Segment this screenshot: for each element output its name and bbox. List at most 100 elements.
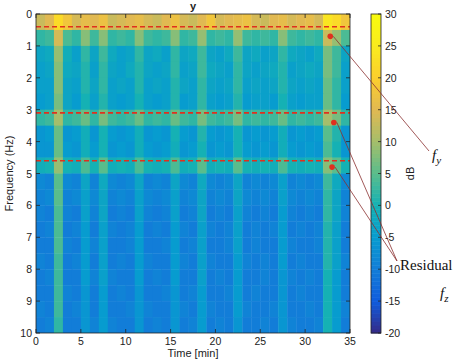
heat-cell bbox=[314, 142, 323, 158]
heat-cell bbox=[171, 46, 180, 62]
heat-cell bbox=[233, 317, 242, 333]
heat-cell bbox=[287, 253, 296, 269]
heat-cell bbox=[305, 317, 314, 333]
heat-cell bbox=[233, 94, 242, 110]
heat-cell bbox=[197, 269, 206, 285]
y-tick-right bbox=[346, 205, 350, 206]
heat-cell bbox=[126, 94, 135, 110]
heat-cell bbox=[108, 237, 117, 253]
heat-cell bbox=[180, 253, 189, 269]
heat-cell bbox=[260, 237, 269, 253]
colorbar-segment bbox=[371, 170, 381, 174]
heat-cell bbox=[63, 237, 72, 253]
heat-cell bbox=[251, 14, 260, 30]
colorbar-segment bbox=[371, 162, 381, 166]
heat-cell bbox=[314, 221, 323, 237]
heat-cell bbox=[314, 285, 323, 301]
heat-cell bbox=[189, 301, 198, 317]
heat-cell bbox=[153, 174, 162, 190]
heat-cell bbox=[314, 174, 323, 190]
heat-cell bbox=[144, 253, 153, 269]
heat-cell bbox=[314, 189, 323, 205]
heat-cell bbox=[278, 174, 287, 190]
heat-cell bbox=[90, 30, 99, 46]
heat-cell bbox=[189, 94, 198, 110]
heat-cell bbox=[332, 14, 341, 30]
heat-cell bbox=[314, 205, 323, 221]
heat-cell bbox=[341, 14, 350, 30]
heat-cell bbox=[242, 301, 251, 317]
heat-cell bbox=[287, 30, 296, 46]
colorbar-segment bbox=[371, 213, 381, 217]
heat-cell bbox=[287, 174, 296, 190]
y-tick bbox=[36, 173, 40, 174]
heat-cell bbox=[260, 14, 269, 30]
heat-cell bbox=[180, 269, 189, 285]
heat-cell bbox=[117, 317, 126, 333]
heat-cell bbox=[224, 317, 233, 333]
heat-cell bbox=[332, 237, 341, 253]
heat-cell bbox=[81, 94, 90, 110]
colorbar-tick bbox=[378, 205, 381, 206]
x-tick-top bbox=[80, 14, 81, 18]
heat-cell bbox=[269, 301, 278, 317]
x-tick-top bbox=[170, 14, 171, 18]
title: y bbox=[190, 0, 197, 12]
heat-cell bbox=[296, 189, 305, 205]
colorbar-tick-label: 20 bbox=[385, 72, 397, 84]
colorbar-segment bbox=[371, 50, 381, 54]
colorbar-segment bbox=[371, 130, 381, 134]
heat-cell bbox=[305, 94, 314, 110]
heat-cell bbox=[126, 269, 135, 285]
heat-cell bbox=[323, 221, 332, 237]
marker-point bbox=[327, 34, 333, 40]
heat-cell bbox=[287, 94, 296, 110]
x-tick bbox=[36, 329, 37, 333]
heat-cell bbox=[233, 142, 242, 158]
heat-cell bbox=[206, 269, 215, 285]
heat-cell bbox=[332, 285, 341, 301]
heat-cell bbox=[90, 189, 99, 205]
heat-cell bbox=[242, 78, 251, 94]
heat-cell bbox=[117, 237, 126, 253]
heat-cell bbox=[144, 46, 153, 62]
heat-cell bbox=[206, 237, 215, 253]
heat-cell bbox=[269, 189, 278, 205]
y-tick bbox=[36, 333, 40, 334]
heat-cell bbox=[278, 269, 287, 285]
heat-cell bbox=[126, 126, 135, 142]
heat-cell bbox=[251, 317, 260, 333]
heat-cell bbox=[36, 78, 45, 94]
heat-cell bbox=[63, 269, 72, 285]
heat-cell bbox=[63, 174, 72, 190]
annotation: Residual bbox=[400, 257, 453, 273]
heat-cell bbox=[180, 174, 189, 190]
heat-cell bbox=[189, 221, 198, 237]
heat-cell bbox=[162, 126, 171, 142]
heat-cell bbox=[287, 301, 296, 317]
heat-cell bbox=[260, 94, 269, 110]
heat-cell bbox=[135, 317, 144, 333]
heat-cell bbox=[171, 189, 180, 205]
colorbar-segment bbox=[371, 174, 381, 178]
heat-cell bbox=[171, 94, 180, 110]
heat-cell bbox=[108, 46, 117, 62]
heat-cell bbox=[99, 269, 108, 285]
colorbar-segment bbox=[371, 205, 381, 209]
heat-cell bbox=[314, 94, 323, 110]
colorbar-segment bbox=[371, 177, 381, 181]
heat-cell bbox=[90, 205, 99, 221]
heat-cell bbox=[323, 46, 332, 62]
heat-cell bbox=[233, 189, 242, 205]
heat-cell bbox=[117, 94, 126, 110]
heat-cell bbox=[269, 126, 278, 142]
y-tick-label: 8 bbox=[26, 263, 32, 275]
heat-cell bbox=[269, 237, 278, 253]
x-tick-label: 10 bbox=[120, 335, 132, 347]
heat-cell bbox=[153, 94, 162, 110]
heat-cell bbox=[180, 205, 189, 221]
heat-cell bbox=[323, 189, 332, 205]
heat-cell bbox=[45, 301, 54, 317]
heat-cell bbox=[206, 189, 215, 205]
heat-cell bbox=[171, 30, 180, 46]
